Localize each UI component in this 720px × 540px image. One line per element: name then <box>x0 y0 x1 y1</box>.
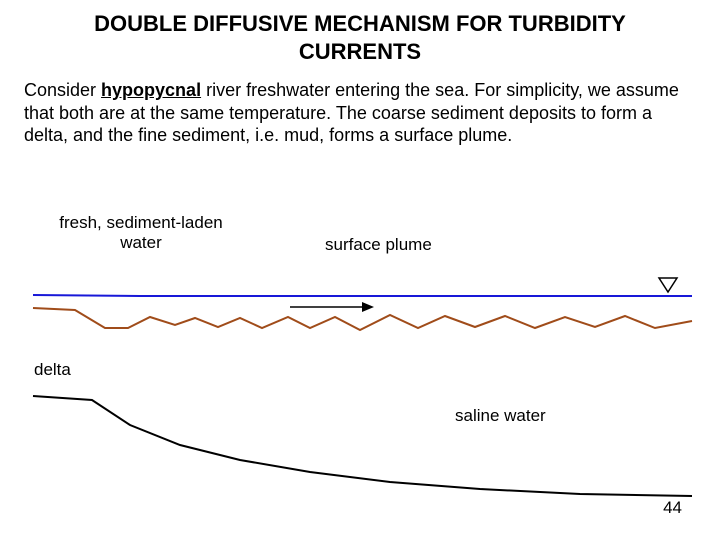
label-delta: delta <box>34 360 71 380</box>
label-saline: saline water <box>455 406 546 426</box>
para-pre: Consider <box>24 80 101 100</box>
label-surface-plume: surface plume <box>325 235 432 255</box>
water-surface-triangle-icon <box>659 278 677 292</box>
para-bold: hypopycnal <box>101 80 201 100</box>
page-number: 44 <box>663 498 682 518</box>
label-freshwater: fresh, sediment-laden water <box>46 213 236 252</box>
sea-bottom-line <box>33 396 692 496</box>
label-freshwater-line2: water <box>120 233 162 252</box>
paragraph: Consider hypopycnal river freshwater ent… <box>0 65 720 147</box>
label-freshwater-line1: fresh, sediment-laden <box>59 213 222 232</box>
diagram: fresh, sediment-laden water surface plum… <box>0 200 720 520</box>
surface-plume-line <box>33 295 692 296</box>
flow-arrow-head <box>362 302 374 312</box>
page-title: DOUBLE DIFFUSIVE MECHANISM FOR TURBIDITY… <box>0 0 720 65</box>
